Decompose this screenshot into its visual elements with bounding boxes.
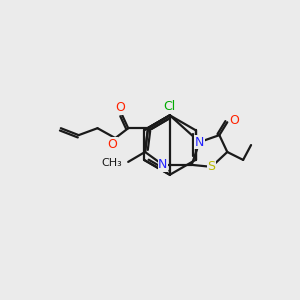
Text: N: N	[195, 136, 204, 148]
Text: S: S	[207, 160, 215, 173]
Text: N: N	[158, 158, 168, 171]
Text: O: O	[107, 138, 117, 151]
Text: CH₃: CH₃	[101, 158, 122, 168]
Text: Cl: Cl	[164, 100, 176, 113]
Text: O: O	[229, 114, 239, 127]
Text: O: O	[115, 101, 125, 114]
